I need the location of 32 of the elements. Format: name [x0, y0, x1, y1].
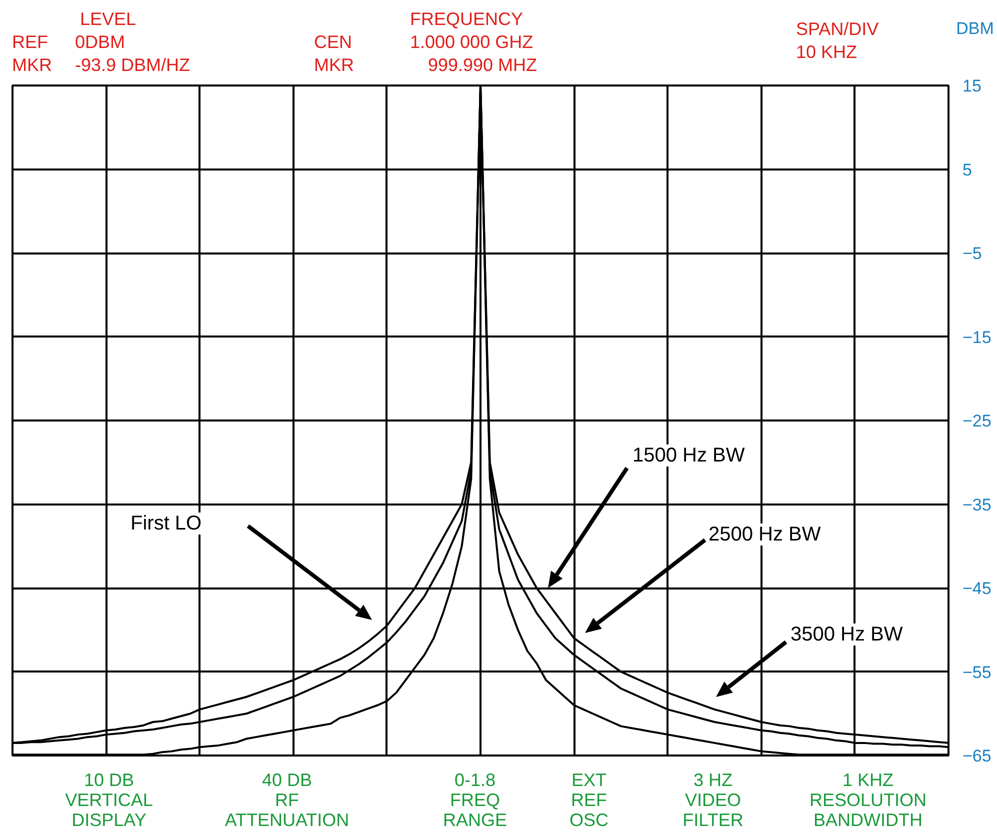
text: 10 KHZ [796, 42, 858, 63]
y-tick-label: −15 [962, 328, 992, 347]
text: REF [12, 32, 48, 53]
y-tick-label: −5 [962, 244, 982, 263]
text: 999.990 MHZ [428, 55, 537, 76]
text: 10 DB VERTICAL DISPLAY [65, 770, 153, 830]
text: 1 KHZ RESOLUTION BANDWIDTH [809, 770, 927, 830]
annotation: 3500 Hz BW [790, 624, 903, 646]
text: MKR [12, 55, 52, 76]
y-tick-label: −25 [962, 412, 992, 430]
y-tick-label: −65 [962, 746, 992, 766]
text: -93.9 DBM/HZ [75, 55, 190, 76]
y-axis-title: DBM [956, 19, 994, 39]
text: LEVEL [80, 9, 136, 30]
y-tick-label: −45 [962, 579, 992, 598]
text: SPAN/DIV [796, 19, 879, 40]
text: 1.000 000 GHZ [410, 32, 534, 53]
text: 0-1.8 FREQ RANGE [442, 770, 508, 830]
text: EXT REF OSC [569, 770, 609, 830]
text: 40 DB RF ATTENUATION [224, 770, 350, 830]
y-tick-label: −55 [962, 662, 992, 682]
y-tick-label: 15 [962, 76, 982, 96]
text: FREQUENCY [410, 9, 524, 30]
annotation: 1500 Hz BW [632, 444, 745, 466]
text: MKR [314, 55, 354, 76]
annotation: 2500 Hz BW [708, 524, 821, 546]
text: 0DBM [75, 32, 126, 53]
annotation: First LO [130, 512, 202, 534]
text: 3 HZ VIDEO FILTER [682, 770, 744, 830]
y-tick-label: −35 [962, 495, 992, 514]
text: CEN [314, 32, 352, 53]
y-tick-label: 5 [962, 160, 972, 180]
